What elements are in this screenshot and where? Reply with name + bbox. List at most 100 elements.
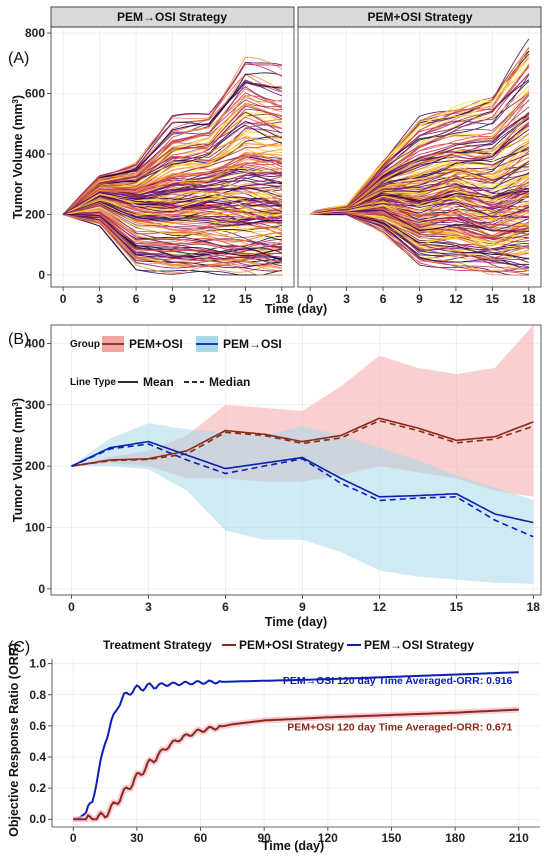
trajectory-line [63, 213, 282, 269]
trajectory-line [63, 213, 282, 260]
x-tick-label: 12 [373, 600, 387, 614]
trajectory-line [63, 207, 282, 239]
x-tick-label: 90 [257, 831, 271, 845]
trajectory-line [62, 196, 283, 215]
panel-b-ribbons [71, 325, 534, 584]
panel-label-c: (C) [8, 639, 30, 656]
orr-line-pem-plus-osi [73, 708, 519, 821]
trajectory-line [63, 213, 283, 268]
x-tick-label: 180 [445, 831, 465, 845]
trajectory-line [310, 212, 529, 240]
trajectory-line [62, 185, 282, 215]
trajectory-line [62, 202, 282, 226]
trajectory-line [62, 202, 283, 223]
trajectory-line [62, 201, 282, 224]
x-tick-label: 0 [68, 600, 75, 614]
panel-a-y-axis-title: Tumor Volume (mm3) [11, 95, 25, 219]
trajectory-line [310, 213, 530, 268]
orr-line-pem-then-osi [72, 671, 519, 821]
trajectory-line [62, 159, 283, 215]
legend-label-pem-then-osi-strategy: PEM→OSI Strategy [364, 638, 474, 652]
panel-a-grid [51, 27, 541, 287]
legend-treatment-title: Treatment Strategy [103, 638, 212, 652]
trajectory-line [63, 213, 282, 257]
x-tick-label: 210 [509, 831, 529, 845]
trajectory-line [62, 192, 282, 215]
x-tick-label: 9 [416, 292, 423, 306]
legend-label-pem-then-osi: PEM→OSI [223, 337, 282, 351]
trajectory-line [62, 94, 282, 215]
panel-label-b: (B) [8, 331, 29, 348]
legend-label-pem-plus-osi-strategy: PEM+OSI Strategy [239, 638, 344, 652]
y-tick-label: 0.2 [29, 781, 46, 795]
panel-b-lines [71, 417, 534, 538]
x-tick-label: 18 [522, 292, 536, 306]
panel-b-ticks: 0 3 6 9 12 15 18 0 100 200 300 400 [25, 336, 540, 614]
trajectory-line [309, 55, 530, 215]
panel-b-x-axis-title: Time (day) [265, 615, 327, 629]
x-tick-label: 15 [450, 600, 464, 614]
x-tick-label: 9 [169, 292, 176, 306]
trajectory-line [62, 172, 282, 215]
annotation-pem-plus-osi-orr: PEM+OSI 120 day Time Averaged-ORR: 0.671 [287, 722, 512, 734]
trajectory-line [62, 63, 282, 215]
x-tick-label: 15 [239, 292, 253, 306]
panel-c-y-axis-title: Objective Response Ratio (ORR) [7, 643, 21, 837]
trajectory-line [310, 201, 530, 218]
trajectory-line [309, 66, 530, 215]
x-tick-label: 30 [130, 831, 144, 845]
y-tick-label: 0.4 [29, 750, 46, 764]
x-tick-label: 18 [275, 292, 289, 306]
trajectory-line [62, 164, 282, 215]
y-tick-label: 200 [25, 207, 45, 221]
x-tick-label: 120 [318, 831, 338, 845]
panel-a: (A) PEM→OSI Strategy PEM+OSI Strategy 0 3… [8, 6, 542, 316]
mean-line-pem-plus-osi [71, 417, 534, 467]
trajectory-line [310, 200, 530, 221]
trajectory-line [62, 96, 282, 215]
trajectory-line [310, 186, 530, 215]
panel-c-lines [72, 671, 520, 823]
panel-b-frame [50, 324, 542, 596]
panel-c-x-axis-title: Time (day) [262, 839, 324, 853]
x-tick-label: 9 [299, 600, 306, 614]
panel-b-legend: Group PEM+OSI PEM→OSI Line Type Mean Med… [70, 336, 282, 389]
trajectory-line [62, 124, 283, 215]
legend-label-pem-plus-osi: PEM+OSI [129, 337, 183, 351]
legend-linetype-title: Line Type [70, 377, 116, 388]
trajectory-line [62, 135, 283, 215]
x-tick-label: 3 [96, 292, 103, 306]
trajectory-line [62, 111, 283, 215]
trajectory-line [63, 212, 282, 248]
y-tick-label: 0 [38, 582, 45, 596]
trajectory-line [62, 213, 282, 276]
panel-a-trajectories [62, 38, 530, 276]
y-tick-label: 600 [25, 87, 45, 101]
trajectory-line [63, 213, 282, 258]
x-tick-label: 15 [486, 292, 500, 306]
legend-group-title: Group [70, 339, 100, 350]
trajectory-line [62, 199, 283, 225]
x-tick-label: 0 [70, 831, 77, 845]
trajectory-line [62, 62, 283, 215]
trajectory-line [62, 194, 282, 216]
panel-b: (B) 0 3 6 9 12 15 18 0 100 200 300 400 Group PEM+OS… [8, 324, 542, 629]
trajectory-line [62, 102, 283, 215]
x-tick-label: 12 [202, 292, 216, 306]
x-tick-label: 0 [307, 292, 314, 306]
x-tick-label: 3 [145, 600, 152, 614]
x-tick-label: 12 [449, 292, 463, 306]
median-line-pem-then-osi [71, 443, 534, 538]
mean-line-pem-then-osi [71, 440, 534, 524]
y-tick-label: 100 [25, 521, 45, 535]
x-tick-label: 3 [343, 292, 350, 306]
y-tick-label: 0.0 [29, 812, 46, 826]
legend-label-mean: Mean [143, 375, 174, 389]
trajectory-line [62, 213, 282, 276]
facet-title-pem-plus-osi: PEM+OSI Strategy [367, 10, 472, 24]
trajectory-line [62, 153, 283, 215]
trajectory-line [62, 81, 282, 215]
panel-b-y-axis-title: Tumor Volume (mm3) [11, 398, 25, 522]
trajectory-line [62, 195, 283, 215]
x-tick-label: 6 [222, 600, 229, 614]
